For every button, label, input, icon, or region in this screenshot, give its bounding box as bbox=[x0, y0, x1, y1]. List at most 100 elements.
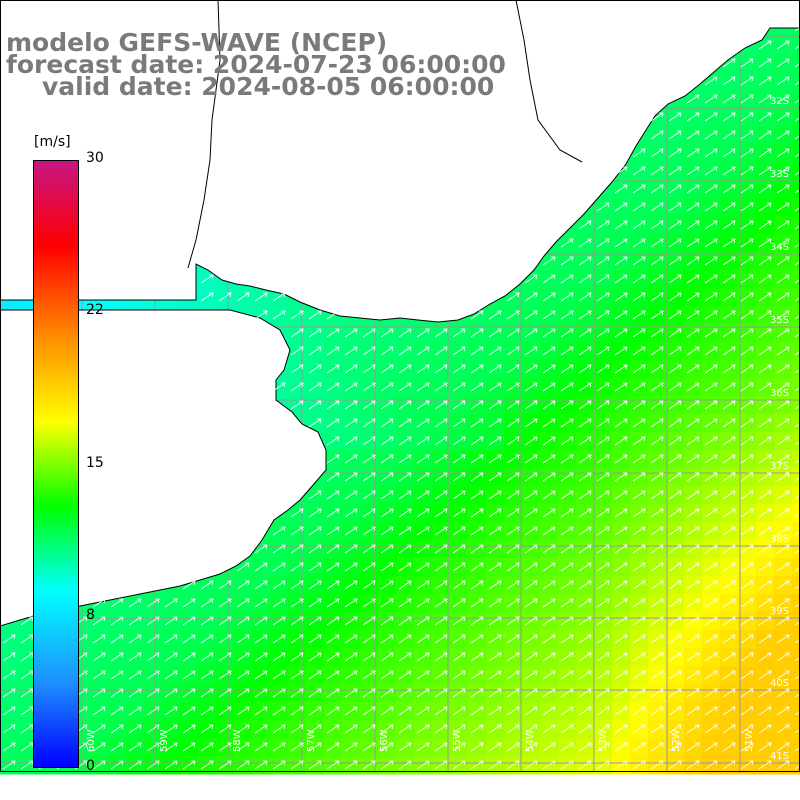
wind-arrow bbox=[362, 706, 376, 716]
wind-arrow bbox=[668, 652, 682, 662]
wind-arrow bbox=[542, 724, 556, 734]
wind-arrow bbox=[524, 292, 538, 302]
wind-arrow bbox=[596, 670, 610, 680]
wind-arrow bbox=[722, 526, 736, 536]
wind-cell bbox=[792, 468, 800, 487]
wind-arrow bbox=[254, 652, 268, 662]
wind-arrow bbox=[686, 634, 700, 644]
wind-arrow bbox=[740, 274, 754, 284]
wind-arrow bbox=[308, 508, 322, 518]
wind-arrow bbox=[2, 670, 16, 680]
wind-arrow bbox=[452, 400, 466, 410]
wind-arrow bbox=[362, 760, 376, 770]
wind-arrow bbox=[326, 670, 340, 680]
wind-arrow bbox=[776, 760, 790, 770]
wind-arrow bbox=[704, 472, 718, 482]
wind-arrow bbox=[722, 688, 736, 698]
wind-arrow bbox=[722, 454, 736, 464]
wind-arrow bbox=[722, 130, 736, 140]
wind-arrow bbox=[686, 148, 700, 158]
wind-arrow bbox=[776, 436, 790, 446]
wind-arrow bbox=[596, 742, 610, 752]
wind-arrow bbox=[686, 112, 700, 122]
wind-arrow bbox=[740, 562, 754, 572]
wind-arrow bbox=[416, 346, 430, 356]
wind-arrow bbox=[200, 292, 214, 302]
wind-arrow bbox=[722, 328, 736, 338]
wind-arrow bbox=[668, 130, 682, 140]
wind-arrow bbox=[218, 724, 232, 734]
wind-arrow bbox=[362, 346, 376, 356]
wind-arrow bbox=[560, 688, 574, 698]
wind-arrow bbox=[704, 742, 718, 752]
wind-arrow bbox=[344, 454, 358, 464]
wind-arrow bbox=[92, 760, 106, 770]
wind-arrow bbox=[632, 724, 646, 734]
wind-arrow bbox=[236, 598, 250, 608]
wind-cell bbox=[792, 306, 800, 325]
wind-arrow bbox=[542, 706, 556, 716]
wind-arrow bbox=[578, 580, 592, 590]
wind-arrow bbox=[614, 292, 628, 302]
wind-arrow bbox=[776, 184, 790, 194]
wind-arrow bbox=[578, 220, 592, 230]
wind-arrow bbox=[614, 706, 628, 716]
wind-arrow bbox=[650, 454, 664, 464]
wind-arrow bbox=[794, 495, 800, 500]
wind-arrow bbox=[650, 634, 664, 644]
wind-arrow bbox=[416, 364, 430, 374]
wind-arrow bbox=[686, 400, 700, 410]
wind-arrow bbox=[362, 580, 376, 590]
wind-arrow bbox=[704, 400, 718, 410]
wind-arrow bbox=[362, 670, 376, 680]
wind-arrow bbox=[632, 274, 646, 284]
wind-arrow bbox=[434, 472, 448, 482]
wind-arrow bbox=[704, 184, 718, 194]
wind-arrow bbox=[596, 328, 610, 338]
wind-arrow bbox=[506, 634, 520, 644]
wind-arrow bbox=[704, 112, 718, 122]
wind-arrow bbox=[704, 148, 718, 158]
wind-arrow bbox=[254, 634, 268, 644]
wind-arrow bbox=[290, 724, 304, 734]
wind-arrow bbox=[110, 652, 124, 662]
wind-arrow bbox=[380, 382, 394, 392]
wind-arrow bbox=[614, 454, 628, 464]
wind-arrow bbox=[794, 765, 800, 770]
wind-arrow bbox=[290, 652, 304, 662]
wind-arrow bbox=[596, 508, 610, 518]
wind-arrow bbox=[596, 598, 610, 608]
wind-arrow bbox=[470, 634, 484, 644]
wind-arrow bbox=[452, 598, 466, 608]
wind-arrow bbox=[380, 508, 394, 518]
wind-cell bbox=[792, 720, 800, 739]
wind-arrow bbox=[668, 328, 682, 338]
wind-arrow bbox=[668, 616, 682, 626]
wind-arrow bbox=[290, 508, 304, 518]
wind-arrow bbox=[776, 400, 790, 410]
wind-arrow bbox=[326, 526, 340, 536]
wind-arrow bbox=[146, 724, 160, 734]
wind-arrow bbox=[794, 423, 800, 428]
wind-arrow bbox=[650, 310, 664, 320]
wind-arrow bbox=[416, 382, 430, 392]
wind-arrow bbox=[452, 382, 466, 392]
wind-arrow bbox=[794, 189, 800, 194]
wind-arrow bbox=[380, 616, 394, 626]
wind-arrow bbox=[650, 436, 664, 446]
wind-arrow bbox=[524, 616, 538, 626]
wind-arrow bbox=[722, 274, 736, 284]
wind-arrow bbox=[686, 652, 700, 662]
wind-arrow bbox=[776, 652, 790, 662]
wind-arrow bbox=[632, 706, 646, 716]
wind-arrow bbox=[380, 562, 394, 572]
wind-arrow bbox=[686, 688, 700, 698]
wind-arrow bbox=[110, 670, 124, 680]
wind-arrow bbox=[110, 598, 124, 608]
wind-arrow bbox=[434, 364, 448, 374]
wind-arrow bbox=[308, 688, 322, 698]
wind-arrow bbox=[578, 328, 592, 338]
wind-arrow bbox=[740, 202, 754, 212]
lat-label: 34S bbox=[770, 242, 789, 253]
